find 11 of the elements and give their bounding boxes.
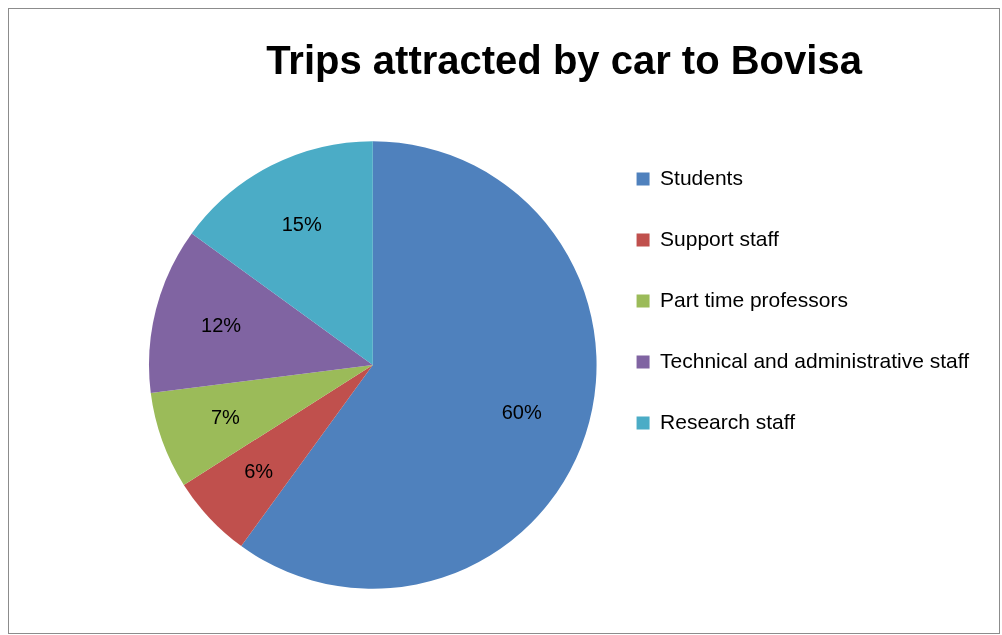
legend-label: Technical and administrative staff <box>660 348 970 372</box>
legend-label: Part time professors <box>660 287 848 311</box>
chart-title: Trips attracted by car to Bovisa <box>266 38 863 83</box>
data-label: 12% <box>201 313 242 336</box>
legend-label: Research staff <box>660 409 796 433</box>
data-label: 7% <box>210 405 241 428</box>
legend-label: Students <box>660 165 743 189</box>
legend-label: Support staff <box>660 226 779 250</box>
data-label: 15% <box>281 212 322 235</box>
data-label: 6% <box>244 459 274 482</box>
data-label: 60% <box>501 400 542 423</box>
